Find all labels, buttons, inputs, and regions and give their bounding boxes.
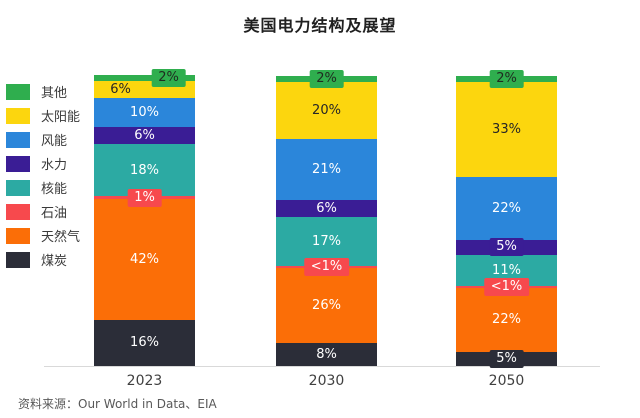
legend-label: 天然气 bbox=[41, 230, 81, 245]
x-axis-line bbox=[44, 366, 600, 367]
legend-item-4: 核能 bbox=[6, 179, 80, 197]
segment-value-label: 16% bbox=[130, 335, 159, 351]
segment-value-label: 17% bbox=[312, 234, 341, 250]
bar-segment-2030-风能: 21% bbox=[276, 139, 377, 200]
bar-segment-2023-煤炭: 16% bbox=[94, 319, 195, 366]
segment-value-label: 11% bbox=[492, 262, 521, 278]
legend-swatch bbox=[6, 179, 30, 196]
legend-item-1: 太阳能 bbox=[6, 107, 81, 125]
legend-item-5: 石油 bbox=[6, 203, 80, 221]
bar-segment-2023-天然气: 42% bbox=[94, 198, 195, 320]
legend-swatch bbox=[6, 251, 30, 268]
segment-value-label: 26% bbox=[312, 298, 341, 314]
x-axis-label-2023: 2023 bbox=[126, 373, 163, 389]
legend-item-2: 风能 bbox=[6, 131, 80, 149]
legend-label: 核能 bbox=[41, 182, 68, 197]
segment-value-label: 42% bbox=[130, 251, 159, 267]
bar-segment-2050-天然气: 22% bbox=[456, 288, 557, 352]
legend-label: 石油 bbox=[41, 206, 68, 221]
segment-value-label: 18% bbox=[130, 162, 159, 178]
segment-value-label: 10% bbox=[130, 105, 159, 121]
legend-item-3: 水力 bbox=[6, 155, 80, 173]
segment-value-badge: 5% bbox=[489, 238, 524, 257]
legend: 其他太阳能风能水力核能石油天然气煤炭 bbox=[6, 83, 80, 275]
legend-label: 水力 bbox=[41, 158, 68, 173]
segment-value-badge: 2% bbox=[489, 69, 524, 88]
legend-swatch bbox=[6, 203, 30, 220]
segment-value-label: 20% bbox=[312, 103, 341, 119]
x-axis-label-2030: 2030 bbox=[308, 373, 345, 389]
legend-label: 其他 bbox=[41, 86, 68, 101]
segment-value-label: 6% bbox=[134, 128, 155, 144]
bar-segment-2030-水力: 6% bbox=[276, 199, 377, 218]
legend-label: 风能 bbox=[41, 134, 68, 149]
legend-label: 太阳能 bbox=[41, 110, 81, 125]
segment-value-badge: 2% bbox=[309, 69, 344, 88]
legend-swatch bbox=[6, 227, 30, 244]
x-axis-label-2050: 2050 bbox=[488, 373, 525, 389]
bar-segment-2050-风能: 22% bbox=[456, 176, 557, 241]
segment-value-badge: 2% bbox=[151, 69, 186, 87]
legend-swatch bbox=[6, 155, 30, 172]
segment-value-badge: 1% bbox=[127, 188, 162, 207]
bar-segment-2023-核能: 18% bbox=[94, 144, 195, 197]
legend-swatch bbox=[6, 107, 30, 124]
legend-label: 煤炭 bbox=[41, 254, 68, 269]
bar-segment-2023-水力: 6% bbox=[94, 126, 195, 145]
bar-segment-2030-太阳能: 20% bbox=[276, 81, 377, 140]
segment-value-label: 22% bbox=[492, 312, 521, 328]
segment-value-label: 8% bbox=[316, 346, 337, 362]
legend-swatch bbox=[6, 131, 30, 148]
segment-value-label: 6% bbox=[316, 200, 337, 216]
bar-segment-2050-太阳能: 33% bbox=[456, 81, 557, 177]
segment-value-badge: <1% bbox=[483, 278, 530, 297]
legend-swatch bbox=[6, 83, 30, 100]
segment-value-label: 33% bbox=[492, 121, 521, 137]
segment-value-label: 21% bbox=[312, 162, 341, 178]
legend-item-6: 天然气 bbox=[6, 227, 81, 245]
legend-item-7: 煤炭 bbox=[6, 251, 80, 269]
bar-segment-2030-核能: 17% bbox=[276, 217, 377, 267]
segment-value-label: 6% bbox=[110, 82, 131, 97]
bar-segment-2023-其他 bbox=[94, 75, 195, 81]
segment-value-badge: 5% bbox=[489, 349, 524, 368]
bar-segment-2030-煤炭: 8% bbox=[276, 342, 377, 366]
bar-segment-2023-风能: 10% bbox=[94, 98, 195, 127]
page-title: 美国电力结构及展望 bbox=[243, 16, 397, 35]
segment-value-badge: <1% bbox=[303, 258, 350, 277]
bar-segment-2030-天然气: 26% bbox=[276, 268, 377, 343]
source-note: 资料来源：Our World in Data、EIA bbox=[18, 397, 217, 411]
segment-value-label: 22% bbox=[492, 200, 521, 216]
legend-item-0: 其他 bbox=[6, 83, 80, 101]
